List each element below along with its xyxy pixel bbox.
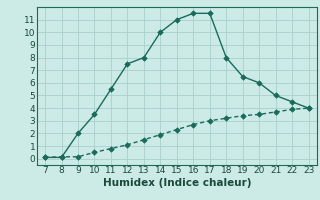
X-axis label: Humidex (Indice chaleur): Humidex (Indice chaleur) xyxy=(102,178,251,188)
